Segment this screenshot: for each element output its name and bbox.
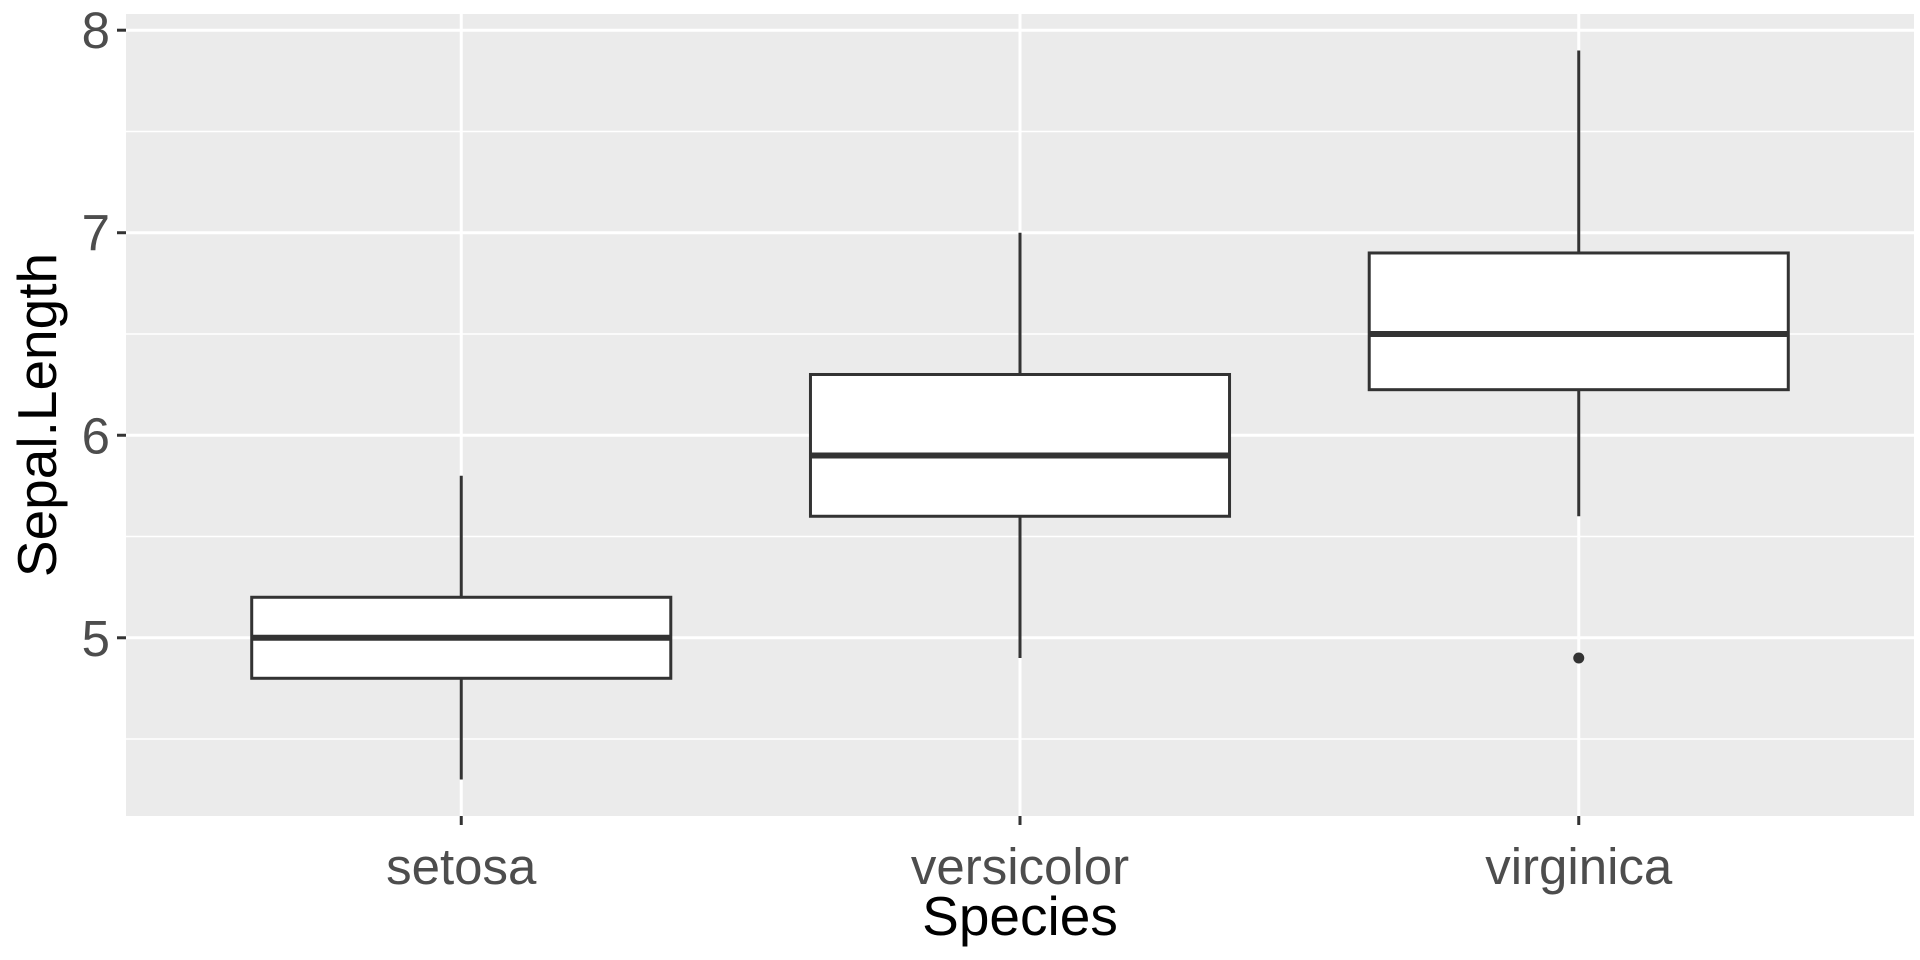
- outlier-point: [1573, 652, 1585, 664]
- box-body: [1367, 251, 1790, 392]
- x-tick-label: versicolor: [911, 838, 1129, 895]
- box-setosa: [250, 475, 673, 780]
- boxes: [250, 50, 1790, 780]
- box-virginica: [1367, 50, 1790, 664]
- y-axis-title: Sepal.Length: [6, 253, 68, 577]
- y-tick-label: 7: [82, 205, 110, 262]
- y-tick-label: 8: [82, 2, 110, 59]
- x-axis-title: Species: [922, 885, 1118, 947]
- x-tick-label: virginica: [1485, 838, 1673, 895]
- box-body: [808, 372, 1232, 518]
- y-tick-label: 5: [82, 610, 110, 667]
- box-versicolor: [808, 232, 1232, 659]
- y-tick-label: 6: [82, 407, 110, 464]
- y-axis: 5 6 7 8: [82, 2, 126, 667]
- x-axis: setosa versicolor virginica: [386, 816, 1673, 895]
- x-tick-label: setosa: [386, 838, 537, 895]
